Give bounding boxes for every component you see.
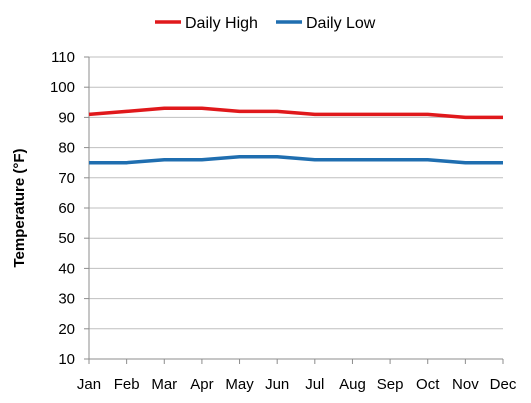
x-tick-label: Jan [77, 376, 101, 393]
y-tick-label: 60 [58, 200, 75, 217]
x-tick-label: Jul [305, 376, 324, 393]
x-tick-label: May [225, 376, 254, 393]
y-tick-label: 90 [58, 109, 75, 126]
y-tick-label: 100 [50, 79, 75, 96]
x-tick-label: Oct [416, 376, 440, 393]
legend-label-daily-high: Daily High [185, 15, 258, 32]
y-tick-label: 40 [58, 260, 75, 277]
y-axis-title: Temperature (°F) [11, 148, 28, 267]
series-lines [88, 106, 503, 165]
y-tick-label: 20 [58, 321, 75, 338]
series-line-daily-low [89, 154, 503, 165]
legend-label-daily-low: Daily Low [306, 15, 376, 32]
y-tick-label: 10 [58, 351, 75, 368]
x-tick-label: Nov [452, 376, 479, 393]
x-tick-label: Feb [114, 376, 140, 393]
grid-lines [89, 56, 503, 360]
x-tick-label: Mar [151, 376, 177, 393]
y-tick-label: 80 [58, 140, 75, 157]
y-tick-label: 70 [58, 170, 75, 187]
x-tick-label: Aug [339, 376, 366, 393]
y-tick-label: 110 [51, 49, 75, 66]
x-tick-label: Dec [490, 376, 517, 393]
series-line-daily-high [88, 106, 503, 120]
legend: Daily High Daily Low [155, 15, 376, 32]
y-tick-label: 30 [58, 291, 75, 308]
x-axis [84, 56, 504, 364]
x-tick-label: Apr [190, 376, 213, 393]
y-tick-labels: 10 20 30 40 50 60 70 80 90 100 110 [50, 49, 75, 368]
x-tick-label: Sep [377, 376, 404, 393]
y-tick-label: 50 [58, 230, 75, 247]
x-tick-labels: Jan Feb Mar Apr May Jun Jul Aug Sep Oct Nov Dec [77, 376, 517, 393]
x-tick-label: Jun [265, 376, 289, 393]
